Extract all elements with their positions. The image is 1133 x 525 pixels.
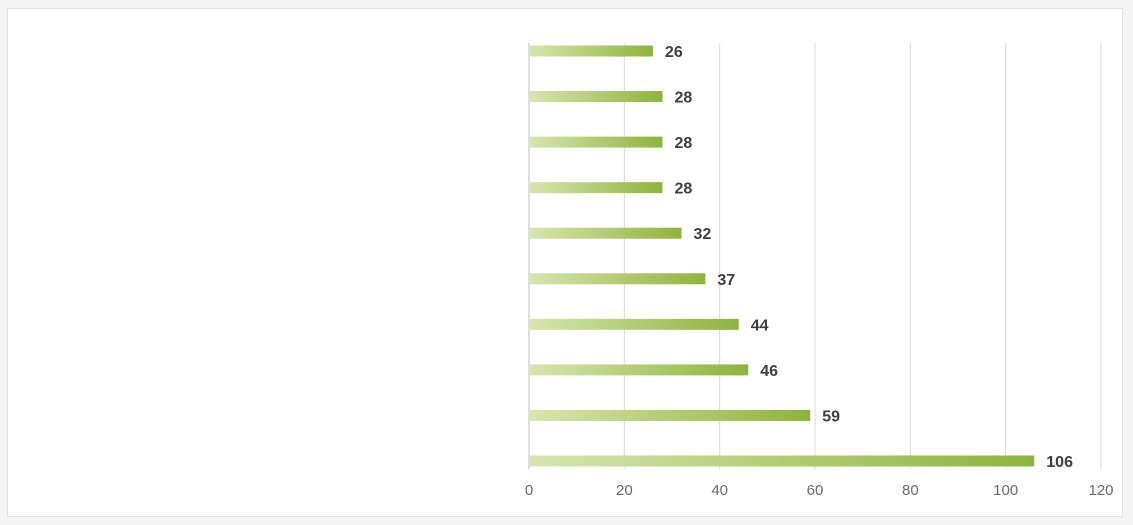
bar-2 (529, 136, 663, 148)
bar-1 (529, 91, 663, 103)
x-tick-label-80: 80 (902, 482, 919, 499)
x-tick-label-20: 20 (616, 482, 633, 499)
bars (529, 45, 1035, 467)
bar-8 (529, 409, 811, 421)
bar-6 (529, 318, 739, 330)
x-tick-label-0: 0 (525, 482, 533, 499)
bar-3 (529, 182, 663, 194)
labels: 0 20 40 60 80 100 120 26 28 28 28 32 37 44 46 59 106 (525, 44, 1114, 499)
bar-9 (529, 455, 1035, 467)
x-tick-label-60: 60 (807, 482, 824, 499)
data-label-5: 37 (717, 272, 735, 289)
data-label-8: 59 (822, 408, 840, 425)
bar-7 (529, 364, 749, 376)
data-label-7: 46 (760, 363, 778, 380)
grid-lines (528, 43, 1102, 469)
data-label-6: 44 (751, 317, 769, 334)
data-label-1: 28 (674, 90, 692, 107)
bar-chart: 0 20 40 60 80 100 120 26 28 28 28 32 37 44 46 59 106 (525, 43, 1114, 499)
bar-4 (529, 227, 682, 239)
x-tick-label-40: 40 (711, 482, 728, 499)
data-label-4: 32 (694, 226, 712, 243)
data-label-0: 26 (665, 44, 683, 61)
x-tick-label-100: 100 (993, 482, 1018, 499)
chart-frame: 0 20 40 60 80 100 120 26 28 28 28 32 37 44 46 59 106 (7, 8, 1123, 517)
data-label-2: 28 (674, 135, 692, 152)
data-label-3: 28 (674, 181, 692, 198)
bar-0 (529, 45, 653, 57)
data-label-9: 106 (1046, 454, 1073, 471)
bar-5 (529, 273, 706, 285)
x-tick-label-120: 120 (1088, 482, 1113, 499)
